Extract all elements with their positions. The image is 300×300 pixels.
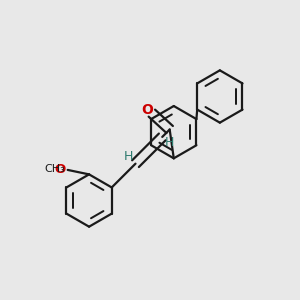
Text: H: H: [165, 136, 174, 149]
Text: H: H: [123, 150, 133, 163]
Text: CH₃: CH₃: [44, 164, 65, 174]
Text: O: O: [54, 163, 65, 176]
Text: O: O: [141, 103, 153, 117]
